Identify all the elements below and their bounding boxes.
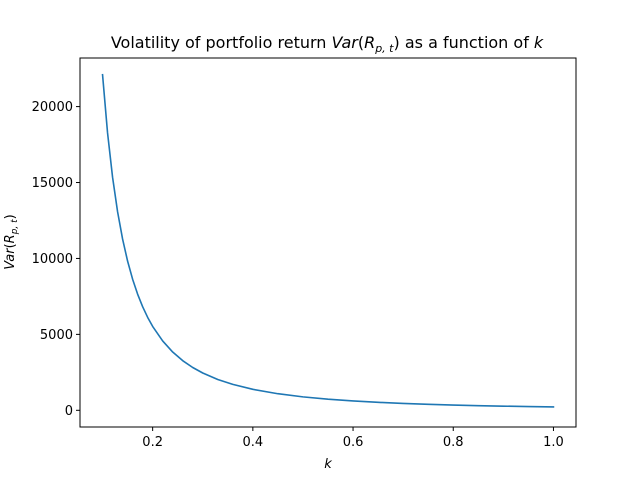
title-r: R	[364, 33, 375, 52]
y-tick-label: 10000	[32, 252, 73, 267]
ylabel-var: Var	[3, 247, 18, 270]
ylabel-close-paren: )	[3, 214, 18, 219]
y-tick-label: 0	[65, 404, 73, 419]
chart-title: Volatility of portfolio return Var(Rp, t…	[111, 33, 544, 55]
y-tick-label: 15000	[32, 176, 73, 191]
x-ticks: 0.2 0.4 0.6 0.8 1.0	[142, 427, 564, 450]
title-prefix: Volatility of portfolio return	[111, 33, 332, 52]
x-tick-label: 0.2	[142, 435, 163, 450]
y-tick-label: 5000	[40, 328, 73, 343]
x-axis-label: k	[324, 457, 332, 472]
x-tick-label: 1.0	[543, 435, 564, 450]
title-open-paren: (	[358, 33, 364, 52]
series-line	[101, 73, 555, 408]
axes-frame	[79, 57, 577, 428]
y-tick-label: 20000	[32, 100, 73, 115]
x-tick-label: 0.4	[243, 435, 264, 450]
ylabel-subscript: p, t	[10, 219, 20, 235]
y-ticks: 0 5000 10000 15000 20000	[32, 100, 80, 419]
title-subscript: p, t	[374, 42, 394, 55]
title-middle: as a function of	[400, 33, 534, 52]
ylabel-r: R	[3, 234, 18, 243]
x-tick-label: 0.6	[343, 435, 364, 450]
x-tick-label: 0.8	[443, 435, 464, 450]
ylabel-open-paren: (	[3, 243, 18, 248]
title-k: k	[534, 33, 544, 52]
title-var: Var	[332, 33, 360, 52]
y-axis-label: Var(Rp, t)	[3, 214, 20, 270]
title-close-paren: )	[394, 33, 400, 52]
